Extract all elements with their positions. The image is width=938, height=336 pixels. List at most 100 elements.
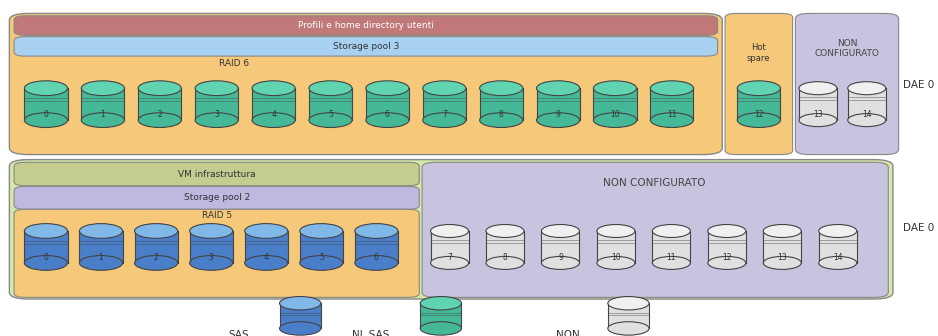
- Polygon shape: [541, 231, 580, 263]
- Text: 8: 8: [503, 253, 507, 262]
- Text: 1: 1: [100, 110, 105, 119]
- Text: 7: 7: [447, 253, 452, 262]
- Ellipse shape: [134, 224, 177, 239]
- Text: NON CONFIGURATO: NON CONFIGURATO: [603, 178, 706, 188]
- FancyBboxPatch shape: [14, 209, 419, 297]
- Text: RAID 6: RAID 6: [219, 59, 250, 68]
- Text: Storage pool 2: Storage pool 2: [184, 194, 250, 202]
- Text: Storage pool 3: Storage pool 3: [333, 42, 399, 51]
- Polygon shape: [848, 88, 885, 120]
- FancyBboxPatch shape: [422, 162, 888, 297]
- Ellipse shape: [652, 224, 690, 238]
- Ellipse shape: [309, 81, 352, 96]
- Ellipse shape: [541, 224, 580, 238]
- Polygon shape: [252, 88, 295, 120]
- Text: NL SAS: NL SAS: [352, 330, 389, 336]
- Ellipse shape: [479, 81, 522, 96]
- Text: 2: 2: [158, 110, 162, 119]
- Ellipse shape: [252, 113, 295, 128]
- Polygon shape: [486, 231, 524, 263]
- Polygon shape: [134, 231, 177, 263]
- Polygon shape: [799, 88, 837, 120]
- Ellipse shape: [24, 255, 68, 270]
- Ellipse shape: [309, 113, 352, 128]
- Text: 10: 10: [611, 110, 620, 119]
- Polygon shape: [80, 231, 123, 263]
- Ellipse shape: [195, 113, 238, 128]
- Ellipse shape: [431, 224, 468, 238]
- Text: SAS: SAS: [228, 330, 249, 336]
- Polygon shape: [479, 88, 522, 120]
- Ellipse shape: [24, 224, 68, 239]
- Polygon shape: [819, 231, 856, 263]
- Text: 0: 0: [43, 253, 49, 262]
- Text: 13: 13: [778, 253, 787, 262]
- FancyBboxPatch shape: [14, 37, 718, 56]
- Text: 11: 11: [667, 110, 676, 119]
- Ellipse shape: [355, 224, 398, 239]
- Ellipse shape: [799, 82, 837, 95]
- Ellipse shape: [848, 114, 885, 127]
- Ellipse shape: [479, 113, 522, 128]
- Text: 4: 4: [271, 110, 276, 119]
- Ellipse shape: [537, 113, 580, 128]
- Text: 6: 6: [385, 110, 390, 119]
- Polygon shape: [708, 231, 746, 263]
- Text: 12: 12: [754, 110, 764, 119]
- Polygon shape: [24, 231, 68, 263]
- Ellipse shape: [245, 224, 288, 239]
- Ellipse shape: [134, 255, 177, 270]
- Ellipse shape: [737, 113, 780, 128]
- Polygon shape: [355, 231, 398, 263]
- Ellipse shape: [650, 81, 693, 96]
- Text: RAID 5: RAID 5: [202, 211, 232, 219]
- Text: VM infrastruttura: VM infrastruttura: [178, 170, 255, 178]
- Ellipse shape: [597, 256, 635, 269]
- Text: 2: 2: [154, 253, 159, 262]
- Ellipse shape: [300, 255, 343, 270]
- Text: 14: 14: [833, 253, 842, 262]
- Polygon shape: [24, 88, 68, 120]
- Ellipse shape: [650, 113, 693, 128]
- Ellipse shape: [189, 255, 233, 270]
- Polygon shape: [366, 88, 409, 120]
- Text: NON
CONFIGURATO: NON CONFIGURATO: [505, 330, 580, 336]
- Text: 5: 5: [319, 253, 324, 262]
- Ellipse shape: [537, 81, 580, 96]
- Ellipse shape: [138, 81, 181, 96]
- Polygon shape: [420, 303, 461, 329]
- Ellipse shape: [138, 113, 181, 128]
- FancyBboxPatch shape: [9, 160, 893, 299]
- Text: 11: 11: [667, 253, 676, 262]
- Polygon shape: [652, 231, 690, 263]
- Ellipse shape: [366, 113, 409, 128]
- Text: Hot
spare: Hot spare: [747, 43, 771, 62]
- Ellipse shape: [80, 255, 123, 270]
- Text: 6: 6: [374, 253, 379, 262]
- Polygon shape: [189, 231, 233, 263]
- Text: 8: 8: [499, 110, 504, 119]
- Text: 0: 0: [43, 110, 49, 119]
- Text: 1: 1: [98, 253, 103, 262]
- Ellipse shape: [355, 255, 398, 270]
- Polygon shape: [650, 88, 693, 120]
- Text: 3: 3: [214, 110, 219, 119]
- Ellipse shape: [594, 113, 637, 128]
- Ellipse shape: [80, 224, 123, 239]
- FancyBboxPatch shape: [14, 162, 419, 186]
- Text: 7: 7: [442, 110, 446, 119]
- Polygon shape: [300, 231, 343, 263]
- Text: DAE 0 2: DAE 0 2: [903, 223, 938, 234]
- Ellipse shape: [420, 297, 461, 310]
- Ellipse shape: [82, 81, 125, 96]
- Ellipse shape: [189, 224, 233, 239]
- FancyBboxPatch shape: [14, 16, 718, 35]
- Ellipse shape: [486, 256, 524, 269]
- Ellipse shape: [764, 224, 801, 238]
- Ellipse shape: [597, 224, 635, 238]
- Text: 5: 5: [328, 110, 333, 119]
- Polygon shape: [138, 88, 181, 120]
- Text: Profili e home directory utenti: Profili e home directory utenti: [298, 21, 433, 30]
- Ellipse shape: [799, 114, 837, 127]
- FancyBboxPatch shape: [795, 13, 899, 155]
